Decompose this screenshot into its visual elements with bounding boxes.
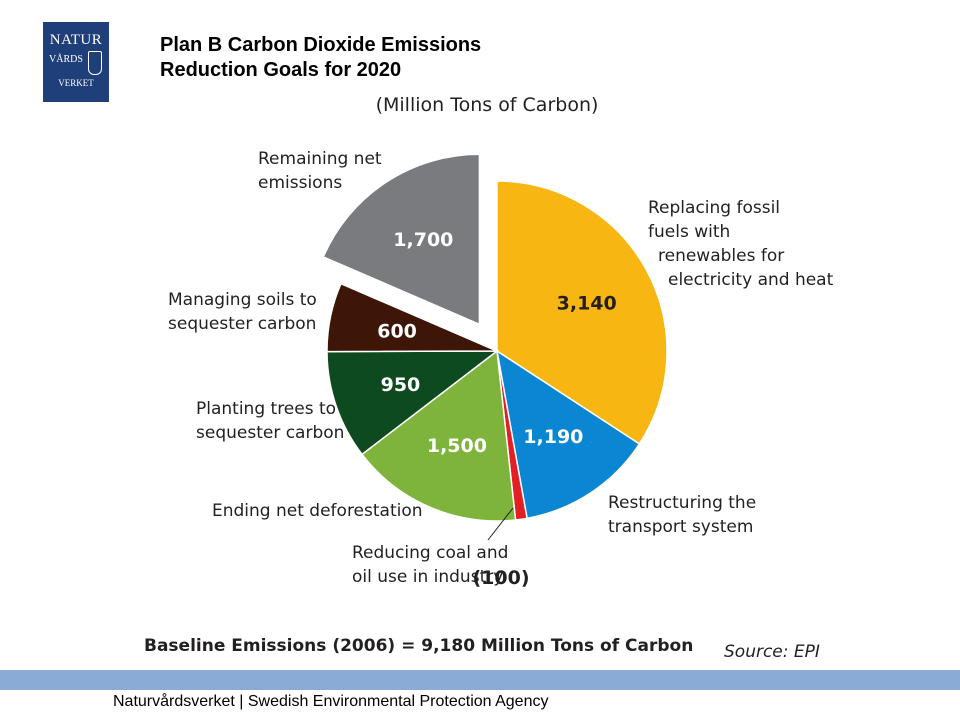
- title-line-1: Plan B Carbon Dioxide Emissions: [160, 34, 482, 56]
- slice-category-label: Remaining net emissions: [258, 149, 382, 193]
- baseline-text: Baseline Emissions (2006) = 9,180 Millio…: [144, 636, 693, 656]
- pie-slice-ending-net-deforestation: [360, 349, 517, 522]
- leader-line: [487, 507, 514, 541]
- slice-category-label: Planting trees to sequester carbon: [196, 399, 344, 443]
- title-line-2: Reduction Goals for 2020: [160, 59, 402, 81]
- footer-bar: [0, 670, 960, 690]
- pie-slice-remaining-net-emissions: [322, 153, 481, 326]
- chart-subtitle: (Million Tons of Carbon): [376, 94, 599, 116]
- slice-value-label: 950: [381, 374, 421, 396]
- slice-value-label: 600: [377, 321, 417, 343]
- slice-category-label: Reducing coal and oil use in industry: [352, 543, 508, 587]
- slice-category-label: Replacing fossil fuels with renewables for…: [648, 198, 834, 290]
- slice-value-label: 1,700: [393, 229, 453, 251]
- slice-value-label: (100): [472, 567, 529, 589]
- pie-chart: (Million Tons of Carbon) 3,140 Replacing …: [144, 94, 834, 662]
- source-text: Source: EPI: [724, 642, 820, 662]
- pie-slice-restructuring-the-transport-system: [495, 349, 641, 520]
- slice-category-label: Ending net deforestation: [212, 501, 423, 521]
- slice-category-label: Managing soils to sequester carbon: [168, 290, 317, 334]
- slice-value-label: 3,140: [557, 292, 617, 314]
- footer-text: Naturvårdsverket | Swedish Environmental…: [113, 693, 549, 710]
- logo-line-3: VERKET: [58, 78, 94, 88]
- page-title: Plan B Carbon Dioxide Emissions Reductio…: [160, 33, 481, 83]
- slice-value-label: 1,190: [523, 426, 583, 448]
- naturvardsverket-logo: NATUR VÅRDS VERKET: [43, 22, 109, 102]
- pie-slice-managing-soils-to-sequester-carbon: [326, 282, 498, 353]
- logo-line-2: VÅRDS: [49, 54, 83, 65]
- logo-line-1: NATUR: [49, 32, 103, 48]
- slice-category-label: Restructuring the transport system: [608, 493, 756, 537]
- slice-value-label: 1,500: [427, 435, 487, 457]
- pie-slice-planting-trees-to-sequester-carbon: [326, 350, 500, 456]
- crest-icon: [88, 51, 102, 75]
